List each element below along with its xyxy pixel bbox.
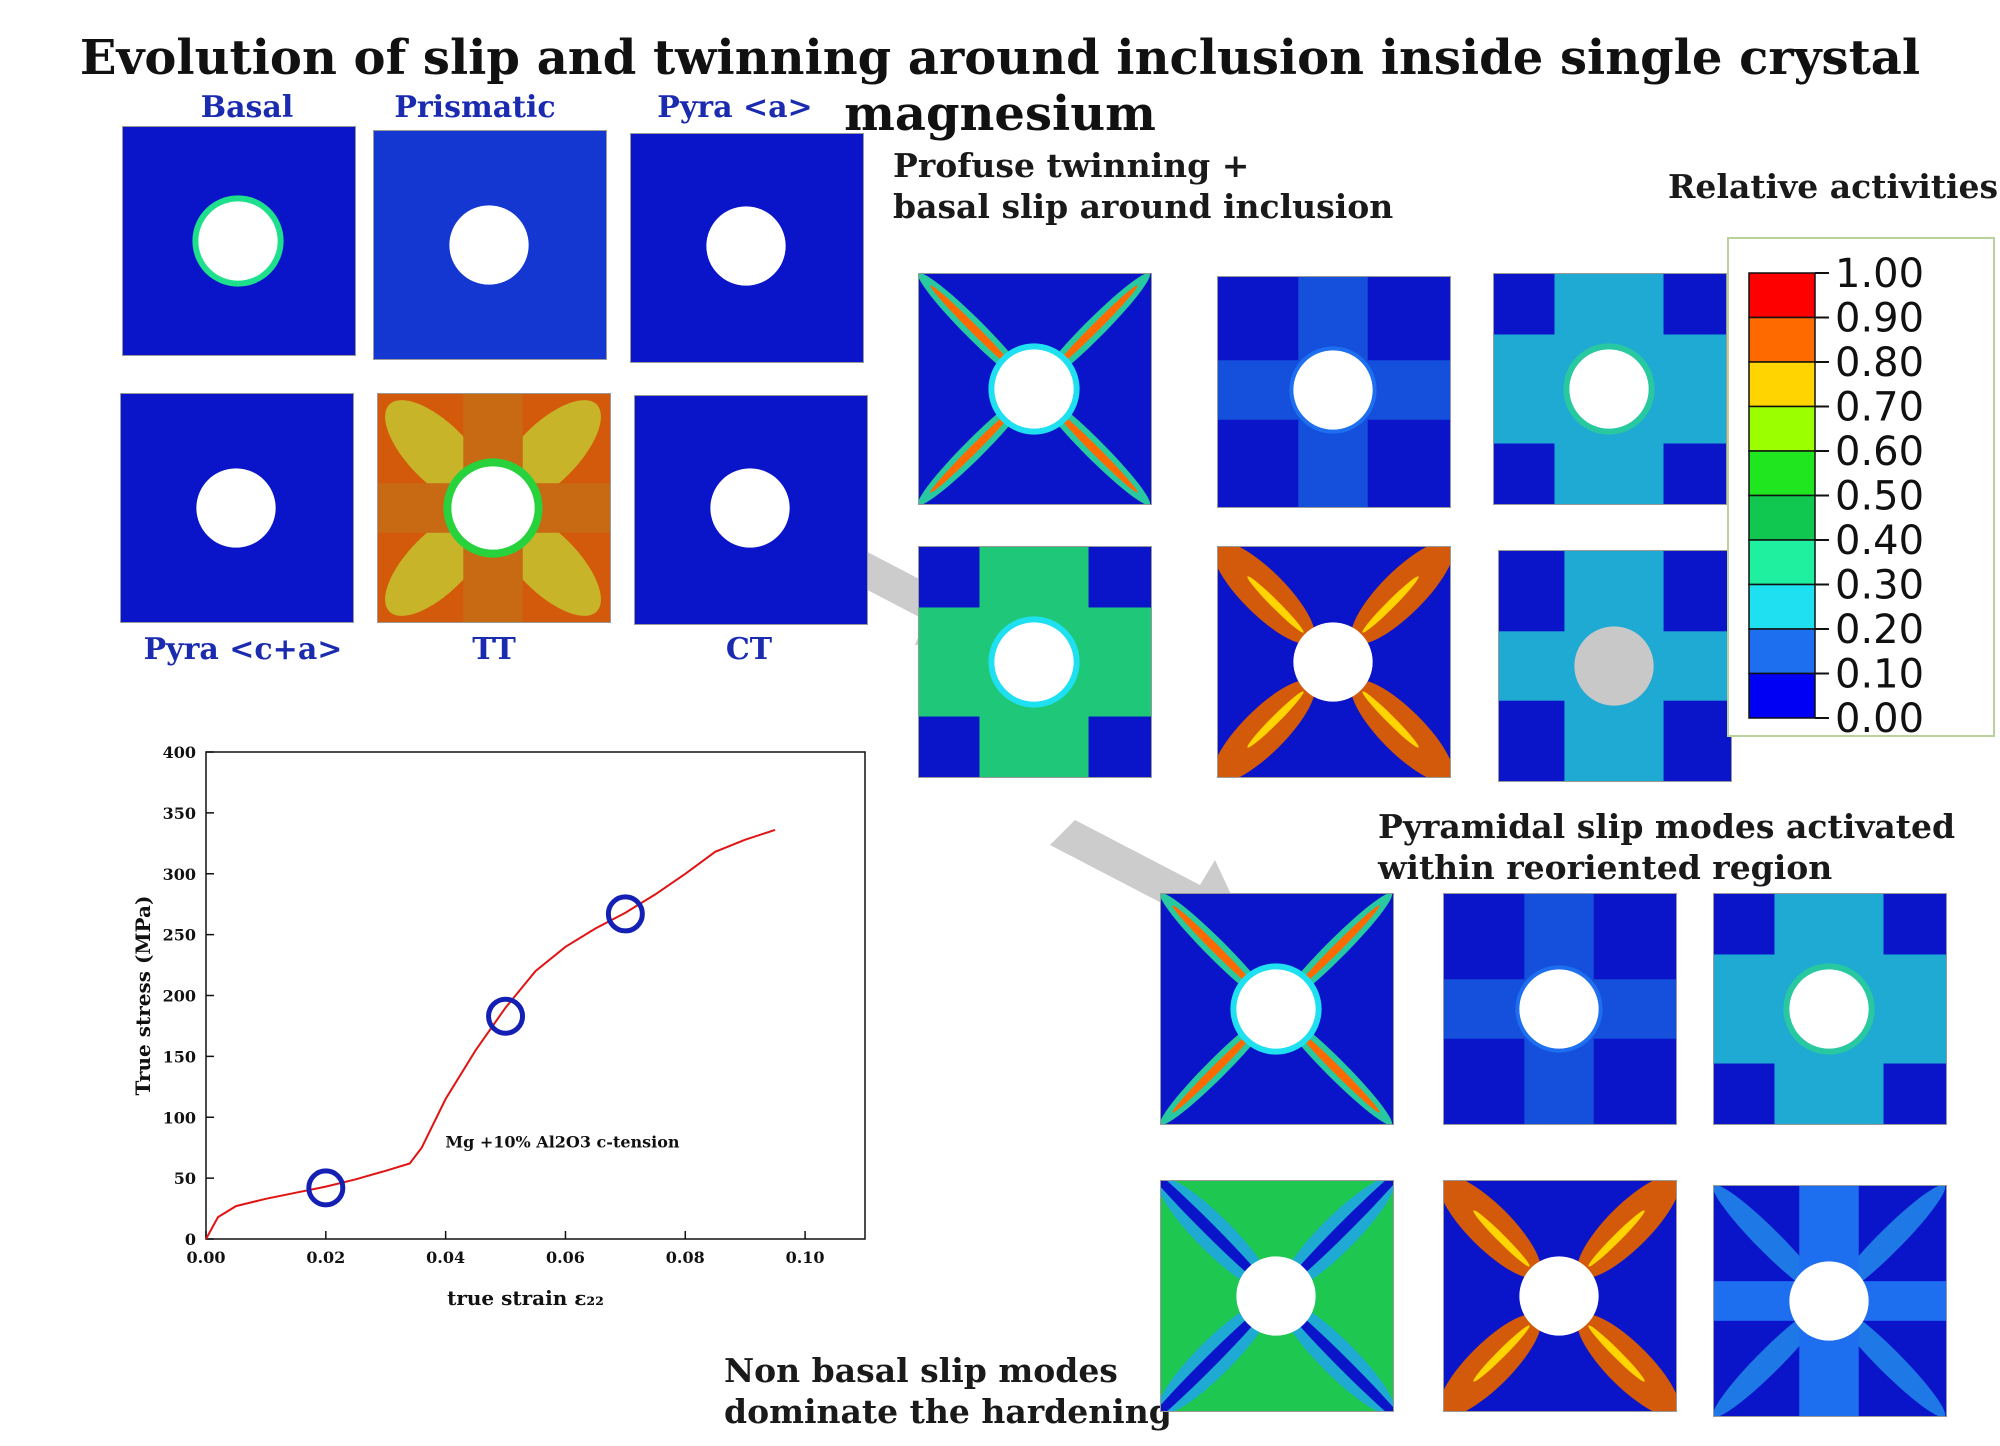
contour-panel — [1160, 893, 1394, 1125]
contour-panel — [1713, 893, 1947, 1125]
label-pyra-a: Pyra <a> — [657, 90, 813, 125]
annotation-line: dominate the hardening — [724, 1392, 1172, 1431]
annotation-line: Pyramidal slip modes activated — [1378, 807, 1956, 846]
legend-level-label: 0.70 — [1835, 385, 1924, 431]
legend-level-label: 0.80 — [1835, 340, 1924, 386]
contour-panel — [1713, 1185, 1947, 1417]
label-tt: TT — [472, 632, 516, 667]
annotation-pyramidal: Pyramidal slip modes activated within re… — [1378, 806, 1955, 888]
y-tick-label: 200 — [163, 987, 196, 1006]
y-tick-label: 350 — [163, 804, 196, 823]
legend-swatch — [1748, 494, 1816, 541]
annotation-line: basal slip around inclusion — [893, 187, 1394, 226]
legend-level-label: 0.50 — [1835, 474, 1924, 520]
legend-swatch — [1748, 316, 1816, 363]
contour-panel — [1443, 1180, 1677, 1412]
contour-panel — [1160, 1180, 1394, 1412]
contour-panel — [122, 126, 356, 356]
strain-marker — [306, 1168, 346, 1208]
label-prismatic: Prismatic — [394, 90, 556, 125]
contour-panel — [120, 393, 354, 623]
legend-title: Relative activities — [1668, 167, 1999, 206]
annotation-line: within reoriented region — [1378, 848, 1833, 887]
annotation-nonbasal: Non basal slip modes dominate the harden… — [724, 1350, 1172, 1432]
legend-level-label: 0.90 — [1835, 296, 1924, 342]
legend-swatch — [1748, 272, 1816, 319]
x-tick-label: 0.06 — [546, 1248, 585, 1267]
x-tick-label: 0.02 — [306, 1248, 345, 1267]
y-tick-label: 300 — [163, 865, 196, 884]
legend-swatch — [1748, 450, 1816, 497]
legend-level-label: 0.10 — [1835, 652, 1924, 698]
legend-swatch — [1748, 539, 1816, 586]
y-tick-label: 150 — [163, 1047, 196, 1066]
contour-panel — [377, 393, 611, 623]
contour-panel — [634, 395, 868, 625]
stress-strain-chart: 0.00 0.02 0.04 0.06 0.08 0.10 0 50 100 150 200 250 3… — [131, 743, 866, 1310]
contour-panel — [1217, 546, 1451, 778]
x-axis-title: true strain ε₂₂ — [447, 1286, 604, 1310]
x-tick-label: 0.08 — [666, 1248, 705, 1267]
contour-panel — [630, 133, 864, 363]
legend-swatch — [1748, 628, 1816, 675]
legend-level-label: 0.00 — [1835, 696, 1924, 739]
y-axis-title: True stress (MPa) — [131, 896, 155, 1096]
plot-frame — [205, 751, 866, 1240]
contour-panel — [918, 546, 1152, 778]
contour-panel — [1443, 893, 1677, 1125]
color-legend: 1.000.900.800.700.600.500.400.300.200.10… — [1748, 251, 1924, 739]
contour-panel — [1217, 276, 1451, 508]
annotation-line: Profuse twinning + — [893, 146, 1250, 185]
chart-annotation: Mg +10% Al2O3 c-tension — [445, 1133, 680, 1152]
legend-level-label: 0.60 — [1835, 429, 1924, 475]
contour-panel — [918, 273, 1152, 505]
annotation-profuse-twinning: Profuse twinning + basal slip around inc… — [893, 145, 1393, 227]
annotation-line: Non basal slip modes — [724, 1351, 1118, 1390]
y-tick-label: 400 — [163, 743, 196, 762]
legend-level-label: 0.30 — [1835, 563, 1924, 609]
x-tick-label: 0.10 — [786, 1248, 825, 1267]
legend-swatch — [1748, 405, 1816, 452]
legend-swatch — [1748, 583, 1816, 630]
strain-marker — [605, 894, 645, 934]
page-title: Evolution of slip and twinning around in… — [79, 30, 1921, 142]
legend-level-label: 0.20 — [1835, 607, 1924, 653]
legend-swatch — [1748, 361, 1816, 408]
strain-marker — [486, 996, 526, 1036]
y-tick-label: 100 — [163, 1108, 196, 1127]
contour-panel — [1498, 550, 1732, 782]
y-tick-label: 50 — [174, 1169, 196, 1188]
legend-box: 1.00 0.90 0.80 0.70 0.60 0.50 0.40 0.30 0.20 0.10… — [1727, 237, 1995, 739]
contour-panel — [1493, 273, 1727, 505]
legend-level-label: 0.40 — [1835, 518, 1924, 564]
y-tick-label: 0 — [185, 1230, 196, 1249]
legend-level-label: 1.00 — [1835, 251, 1924, 297]
label-basal: Basal — [200, 90, 294, 125]
legend-swatch — [1748, 672, 1816, 719]
x-tick-label: 0.04 — [426, 1248, 465, 1267]
y-tick-label: 250 — [163, 926, 196, 945]
x-tick-label: 0.00 — [187, 1248, 226, 1267]
stress-strain-curve — [205, 828, 776, 1240]
label-ct: CT — [725, 632, 773, 667]
label-pyra-ca: Pyra <c+a> — [143, 632, 343, 667]
contour-panel — [373, 130, 607, 360]
